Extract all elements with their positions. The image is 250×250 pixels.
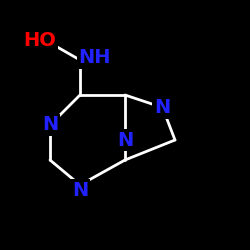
Text: HO: HO xyxy=(24,30,56,50)
Text: N: N xyxy=(154,98,170,117)
Text: N: N xyxy=(117,130,133,150)
Text: N: N xyxy=(42,116,58,134)
Text: NH: NH xyxy=(79,48,111,67)
Text: N: N xyxy=(72,180,88,200)
